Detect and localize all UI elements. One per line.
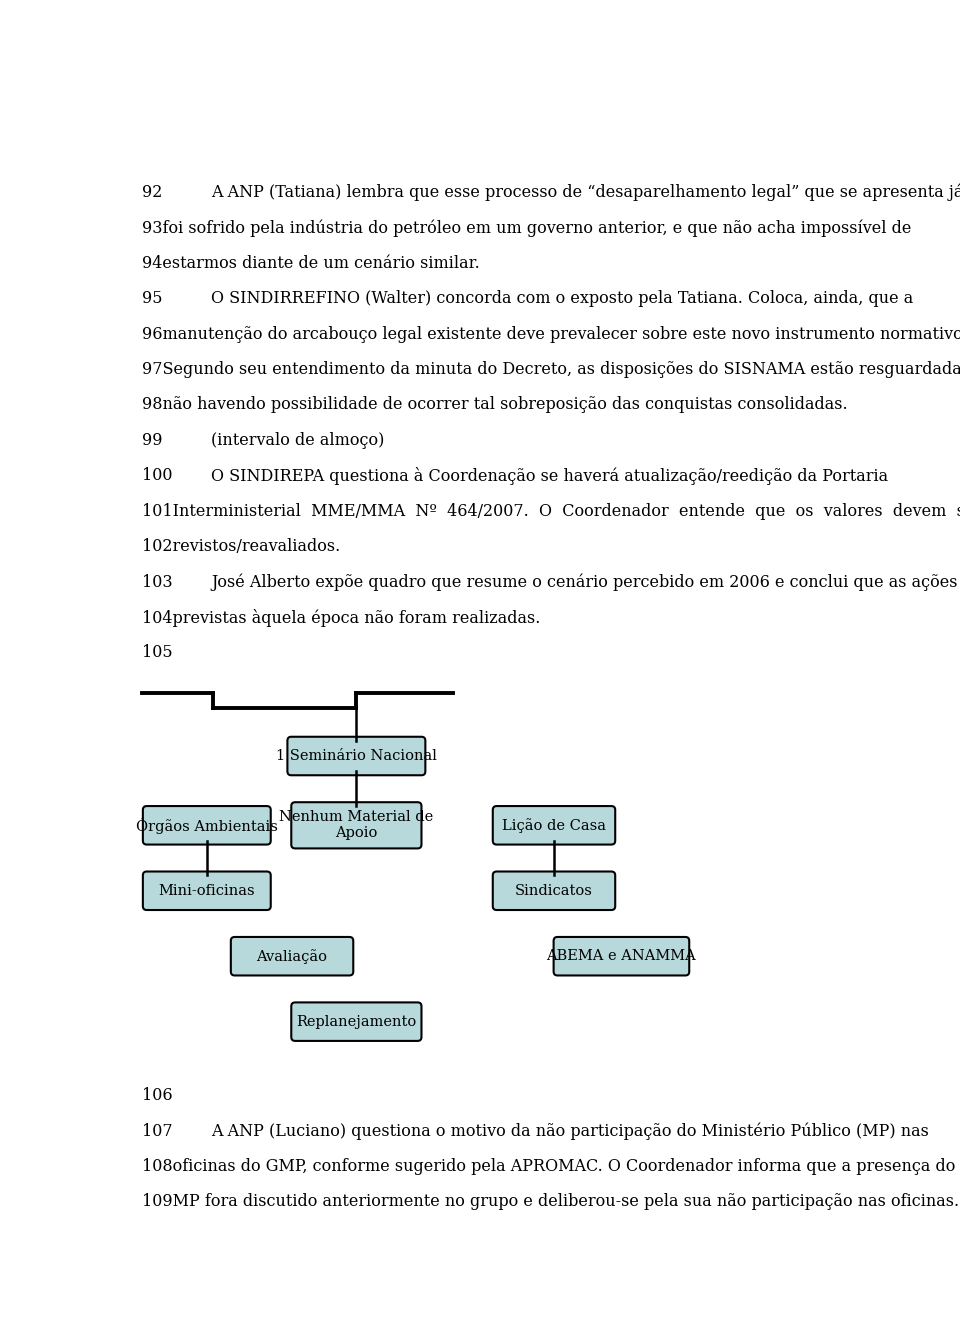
Text: ABEMA e ANAMMA: ABEMA e ANAMMA [546,949,696,963]
FancyBboxPatch shape [492,807,615,844]
Text: 94estarmos diante de um cenário similar.: 94estarmos diante de um cenário similar. [142,255,479,272]
Text: José Alberto expõe quadro que resume o cenário percebido em 2006 e conclui que a: José Alberto expõe quadro que resume o c… [211,574,958,591]
FancyBboxPatch shape [554,937,689,976]
Text: 102revistos/reavaliados.: 102revistos/reavaliados. [142,539,340,555]
Text: 97Segundo seu entendimento da minuta do Decreto, as disposições do SISNAMA estão: 97Segundo seu entendimento da minuta do … [142,360,960,378]
FancyBboxPatch shape [492,871,615,910]
FancyBboxPatch shape [230,937,353,976]
Text: 107: 107 [142,1123,173,1139]
Text: 108oficinas do GMP, conforme sugerido pela APROMAC. O Coordenador informa que a : 108oficinas do GMP, conforme sugerido pe… [142,1158,955,1175]
Text: 96manutenção do arcabouço legal existente deve prevalecer sobre este novo instru: 96manutenção do arcabouço legal existent… [142,326,960,343]
Text: 104previstas àquela época não foram realizadas.: 104previstas àquela época não foram real… [142,608,540,627]
Text: Replanejamento: Replanejamento [297,1014,417,1029]
Text: 93foi sofrido pela indústria do petróleo em um governo anterior, e que não acha : 93foi sofrido pela indústria do petróleo… [142,220,911,237]
FancyBboxPatch shape [143,807,271,844]
FancyBboxPatch shape [291,803,421,848]
Text: 103: 103 [142,574,173,591]
Text: (intervalo de almoço): (intervalo de almoço) [211,431,385,449]
Text: 106: 106 [142,1087,173,1104]
FancyBboxPatch shape [291,1002,421,1041]
Text: 99: 99 [142,431,162,449]
Text: Órgãos Ambientais: Órgãos Ambientais [136,817,277,833]
Text: Lição de Casa: Lição de Casa [502,817,606,832]
Text: Sindicatos: Sindicatos [516,884,593,898]
Text: Nenhum Material de
Apoio: Nenhum Material de Apoio [279,811,434,840]
Text: O SINDIREPA questiona à Coordenação se haverá atualização/reedição da Portaria: O SINDIREPA questiona à Coordenação se h… [211,468,889,485]
Text: 95: 95 [142,291,162,307]
FancyBboxPatch shape [143,871,271,910]
Text: 92: 92 [142,184,162,201]
Text: O SINDIRREFINO (Walter) concorda com o exposto pela Tatiana. Coloca, ainda, que : O SINDIRREFINO (Walter) concorda com o e… [211,291,914,307]
Text: Mini-oficinas: Mini-oficinas [158,884,255,898]
Text: A ANP (Luciano) questiona o motivo da não participação do Ministério Público (MP: A ANP (Luciano) questiona o motivo da nã… [211,1123,929,1140]
Text: 105: 105 [142,645,173,662]
Text: 1 Seminário Nacional: 1 Seminário Nacional [276,749,437,762]
Text: 109MP fora discutido anteriormente no grupo e deliberou-se pela sua não particip: 109MP fora discutido anteriormente no gr… [142,1194,959,1210]
Text: 101Interministerial  MME/MMA  Nº  464/2007.  O  Coordenador  entende  que  os  v: 101Interministerial MME/MMA Nº 464/2007.… [142,502,960,520]
Text: 98não havendo possibilidade de ocorrer tal sobreposição das conquistas consolida: 98não havendo possibilidade de ocorrer t… [142,397,848,414]
Text: 100: 100 [142,468,172,484]
FancyBboxPatch shape [287,737,425,776]
Text: A ANP (Tatiana) lembra que esse processo de “desaparelhamento legal” que se apre: A ANP (Tatiana) lembra que esse processo… [211,184,960,201]
Text: Avaliação: Avaliação [256,949,327,963]
